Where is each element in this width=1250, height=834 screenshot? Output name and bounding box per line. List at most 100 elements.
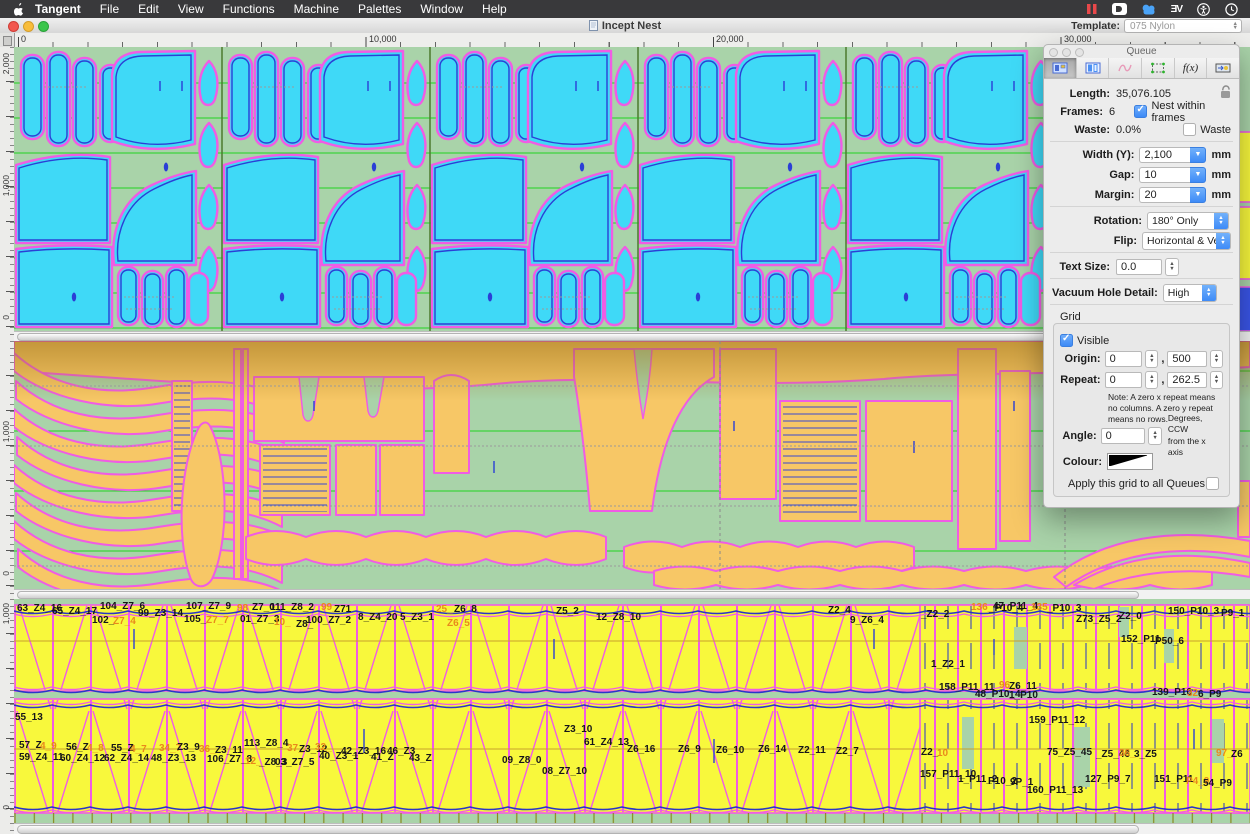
repeat-y-field[interactable]: 262.5 [1167,371,1207,388]
window-title-bar[interactable]: Incept Nest Template: 075 Nylon ▲ ▼ [0,18,1250,34]
repeat-label: Repeat: [1060,373,1101,386]
menu-tangent[interactable]: Tangent [35,2,81,16]
accessibility-icon[interactable] [1197,2,1210,16]
pause-icon[interactable] [1086,3,1097,15]
gap-unit: mm [1211,168,1231,181]
marquee-icon[interactable] [1142,58,1175,78]
ev-icon[interactable]: ƎV [1170,3,1183,15]
chevron-updown-icon: ▲ ▼ [1201,284,1216,301]
menu-items-container: Tangent File Edit View Functions Machine Palet… [35,2,526,16]
scrollbar-thumb[interactable] [17,333,1219,341]
origin-y-field[interactable]: 500 [1167,350,1207,367]
path-icon[interactable] [1109,58,1143,78]
waste-label: Waste: [1074,123,1110,136]
grid-group-box: Visible Origin: 0 ▲▼ , 500 ▲▼ Repeat: 0 … [1053,323,1230,497]
gap-combo[interactable]: 10 ▼ [1139,166,1207,183]
time-machine-icon[interactable] [1225,2,1238,16]
gap-label: Gap: [1109,168,1135,181]
vertical-ruler-strip1: 2,000 1,000 0 [0,47,15,341]
ruler-label: 2,000 [1,53,11,75]
ruler-label: 0 [1,805,11,810]
template-dropdown[interactable]: 075 Nylon ▲ ▼ [1124,19,1242,33]
colour-well[interactable] [1107,453,1153,470]
fx-icon[interactable]: f(x) [1174,58,1208,78]
close-button[interactable] [8,21,19,32]
chevron-down-icon: ▼ [1190,166,1207,183]
flip-popup[interactable]: Horizontal & Vert...▲▼ [1142,231,1231,250]
rotation-popup[interactable]: 180° Only ▲ ▼ [1147,211,1229,230]
ruler-label: 0 [1,315,11,320]
scrollbar-strip3[interactable] [14,823,1250,834]
scrollbar-thumb[interactable] [17,591,1139,599]
apply-grid-label: Apply this grid to all Queues [1068,477,1205,490]
blue-app-icon[interactable] [1142,4,1156,15]
docker-icon[interactable] [1111,3,1127,15]
menu-view[interactable]: View [177,2,204,16]
nest-alt-icon[interactable] [1076,58,1110,78]
repeat-x-field[interactable]: 0 [1104,371,1143,388]
length-value: 35,076.105 [1116,87,1172,100]
angle-label: Angle: [1062,429,1097,442]
queue-palette: Queue f(x) Length: 35,076.105 [1043,44,1240,508]
grid-note: Note: A zero x repeat means no columns. … [1108,392,1216,425]
vacuum-popup[interactable]: High ▲ ▼ [1162,283,1217,302]
angle-stepper[interactable]: ▲ ▼ [1148,426,1162,445]
margin-combo[interactable]: 20 ▼ [1139,186,1207,203]
ruler-label: 20,000 [716,34,744,44]
ruler-label: 1,000 [1,603,11,625]
menu-palettes[interactable]: Palettes [358,2,402,16]
lock-icon[interactable] [1219,85,1231,102]
apple-menu-icon[interactable] [14,2,25,16]
menu-edit[interactable]: Edit [138,2,159,16]
text-size-stepper[interactable]: ▲ ▼ [1165,257,1179,276]
ruler-label: 1,000 [1,421,11,443]
length-label: Length: [1069,87,1110,100]
ruler-label: 0 [21,34,27,44]
origin-y-stepper[interactable]: ▲ ▼ [1209,349,1223,368]
nest-canvas-strip3[interactable] [14,599,1250,823]
menu-help[interactable]: Help [482,2,507,16]
width-label: Width (Y): [1082,148,1135,161]
menu-status-icons: ƎV [1086,2,1250,16]
angle-field[interactable]: 0 [1100,427,1146,444]
menu-functions[interactable]: Functions [222,2,275,16]
zoom-button[interactable] [38,21,49,32]
waste-checkbox[interactable] [1183,123,1197,136]
machine-output-icon[interactable] [1207,58,1240,78]
menu-bar: Tangent File Edit View Functions Machine Palet… [0,0,1250,18]
scrollbar-thumb[interactable] [17,825,1139,834]
minimize-button[interactable] [23,21,34,32]
chevron-updown-icon: ▲ ▼ [1232,21,1238,31]
template-label: Template: [1071,20,1120,32]
text-size-field[interactable]: 0.0 [1116,258,1162,275]
grid-section-label: Grid [1060,310,1081,323]
origin-x-field[interactable]: 0 [1104,350,1143,367]
repeat-x-stepper[interactable]: ▲ ▼ [1145,370,1159,389]
waste-value: 0.0% [1116,123,1142,136]
frames-value: 6 [1108,105,1116,118]
margin-label: Margin: [1094,188,1135,201]
chevron-down-icon: ▼ [1190,186,1207,203]
ruler-corner-box [0,33,15,48]
origin-x-stepper[interactable]: ▲ ▼ [1145,349,1159,368]
rotation-label: Rotation: [1093,214,1142,227]
menu-machine[interactable]: Machine [293,2,339,16]
menu-window[interactable]: Window [420,2,464,16]
colour-label: Colour: [1062,455,1102,468]
palette-window-dots[interactable] [1049,48,1084,57]
nest-within-frames-checkbox[interactable] [1134,104,1148,118]
palette-toolbar: f(x) [1044,58,1240,79]
vertical-ruler-strip2: 1,000 0 [0,341,15,599]
apply-grid-checkbox[interactable] [1206,477,1219,490]
ruler-label: 1,000 [1,175,11,197]
chevron-down-icon: ▼ [1190,146,1207,163]
palette-title-bar[interactable]: Queue [1044,45,1239,59]
palette-title: Queue [1126,46,1157,57]
grid-visible-checkbox[interactable] [1060,333,1073,347]
menu-file[interactable]: File [99,2,120,16]
vacuum-label: Vacuum Hole Detail: [1052,286,1158,299]
width-combo[interactable]: 2,100 ▼ [1139,146,1207,163]
repeat-y-stepper[interactable]: ▲ ▼ [1209,370,1223,389]
angle-hint: Degrees, CCW from the x axis [1167,413,1206,457]
nest-queue-icon[interactable] [1044,58,1077,78]
